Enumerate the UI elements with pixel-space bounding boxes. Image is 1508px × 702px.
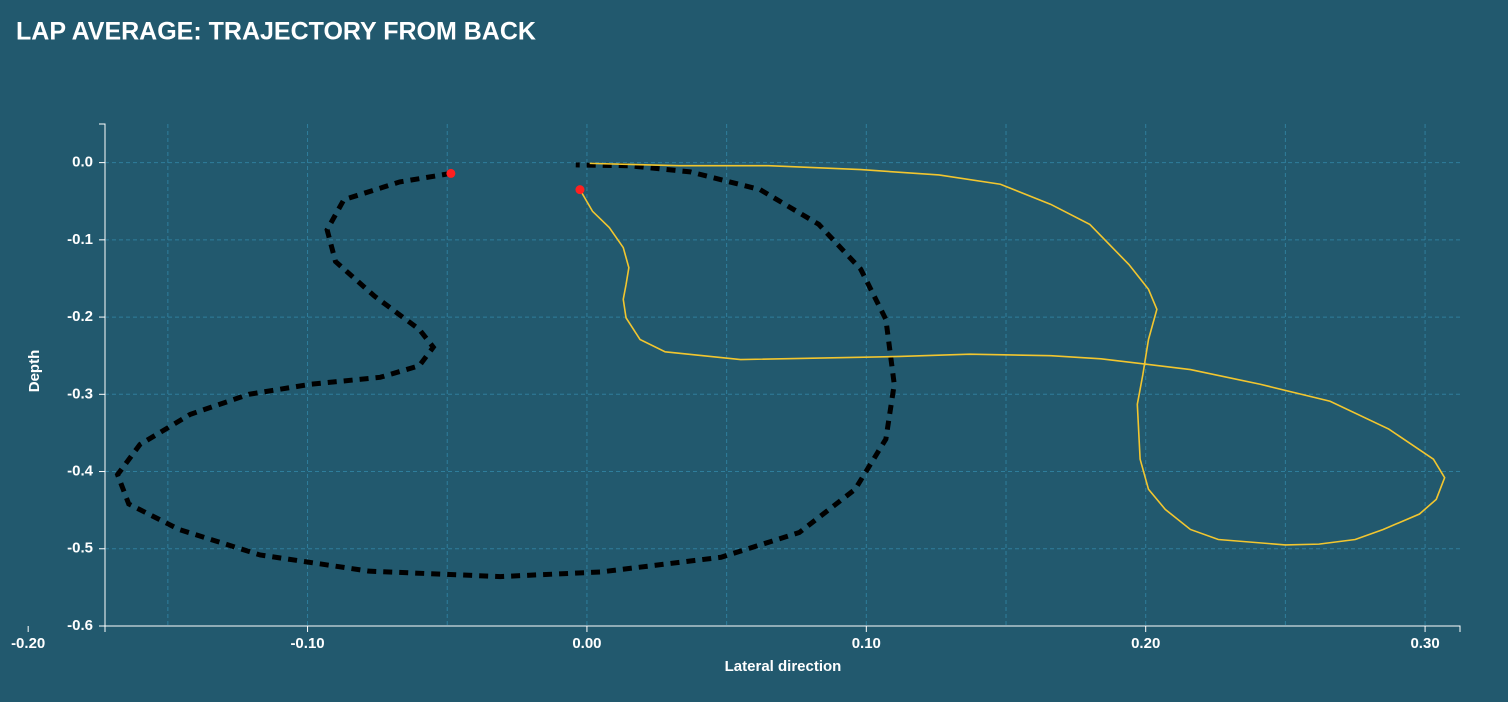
y-tick-label: -0.5 <box>67 540 93 557</box>
trajectory <box>579 162 1446 546</box>
y-tick-label: 0.0 <box>72 154 93 171</box>
x-tick-label: 0.30 <box>1410 635 1439 652</box>
x-axis-label: Lateral direction <box>725 658 842 675</box>
x-axis <box>104 625 1461 632</box>
start-point <box>575 185 585 195</box>
x-tick-label: 0.00 <box>572 635 601 652</box>
x-tick-label: -0.10 <box>290 635 324 652</box>
y-tick-label: -0.3 <box>67 385 93 402</box>
chart-title: LAP AVERAGE: TRAJECTORY FROM BACK <box>16 18 536 46</box>
x-tick-label: 0.10 <box>852 635 881 652</box>
y-tick-label: -0.4 <box>67 463 94 480</box>
y-tick-label: -0.2 <box>67 308 93 325</box>
y-tick-label: -0.6 <box>67 617 93 634</box>
start-point <box>446 168 456 178</box>
y-tick-label: -0.1 <box>67 231 93 248</box>
x-tick-label: -0.20 <box>11 635 45 652</box>
y-axis <box>99 123 106 627</box>
y-axis-label: Depth <box>26 350 43 393</box>
x-tick-label: 0.20 <box>1131 635 1160 652</box>
trajectory <box>114 162 897 580</box>
